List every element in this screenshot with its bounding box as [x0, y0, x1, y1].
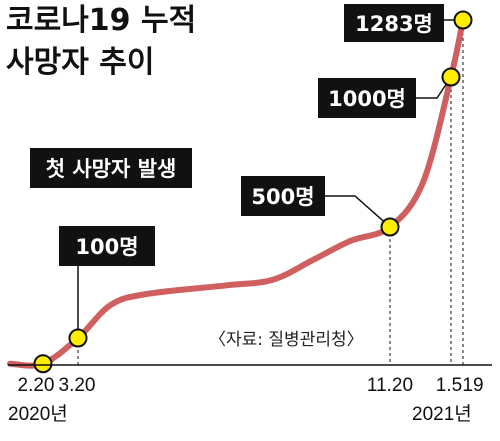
x-tick-label: 11.20 — [367, 375, 413, 396]
annotation-text: 첫 사망자 발생 — [46, 157, 177, 181]
x-tick-label: 2.20 — [18, 375, 55, 396]
chart-title-line-1: 코로나19 누적 — [6, 3, 196, 38]
annotation-box — [318, 78, 416, 118]
annotation-label: 첫 사망자 발생 — [30, 148, 192, 188]
annotation-text: 500명 — [251, 185, 314, 209]
annotation-text: 1000명 — [328, 87, 406, 111]
annotation-label: 500명 — [241, 176, 391, 228]
annotation-label: 1000명 — [318, 76, 452, 118]
data-point-marker — [33, 354, 53, 374]
annotation-box — [59, 226, 155, 266]
data-point-marker — [441, 67, 461, 87]
annotation-text: 100명 — [75, 235, 138, 259]
x-tick-label: 3.20 — [59, 375, 96, 396]
data-point-marker — [380, 217, 400, 237]
year-label-2021: 2021년 — [412, 403, 472, 425]
x-tick-label: 19 — [462, 375, 483, 396]
annotation-box — [344, 4, 444, 42]
x-tick-label: 1.5 — [436, 375, 462, 396]
annotation-box — [241, 176, 325, 216]
chart-title-line-2: 사망자 추이 — [6, 45, 154, 80]
x-axis: 2.20 3.20 11.20 1.5 19 — [8, 364, 492, 396]
chart-title: 코로나19 누적 사망자 추이 — [6, 3, 196, 80]
data-markers — [33, 10, 473, 374]
annotation-box — [30, 148, 192, 188]
year-label-2020: 2020년 — [8, 403, 68, 425]
annotation-leader — [325, 195, 391, 228]
data-point-marker — [68, 328, 88, 348]
annotation-label: 100명 — [59, 226, 155, 338]
annotation-text: 1283명 — [355, 12, 433, 36]
annotations: 첫 사망자 발생 100명 500명 1000명 1283명 — [30, 4, 463, 338]
annotation-label: 1283명 — [344, 4, 463, 42]
chart-source: 〈자료: 질병관리청〉 — [209, 330, 364, 350]
data-point-marker — [453, 10, 473, 30]
